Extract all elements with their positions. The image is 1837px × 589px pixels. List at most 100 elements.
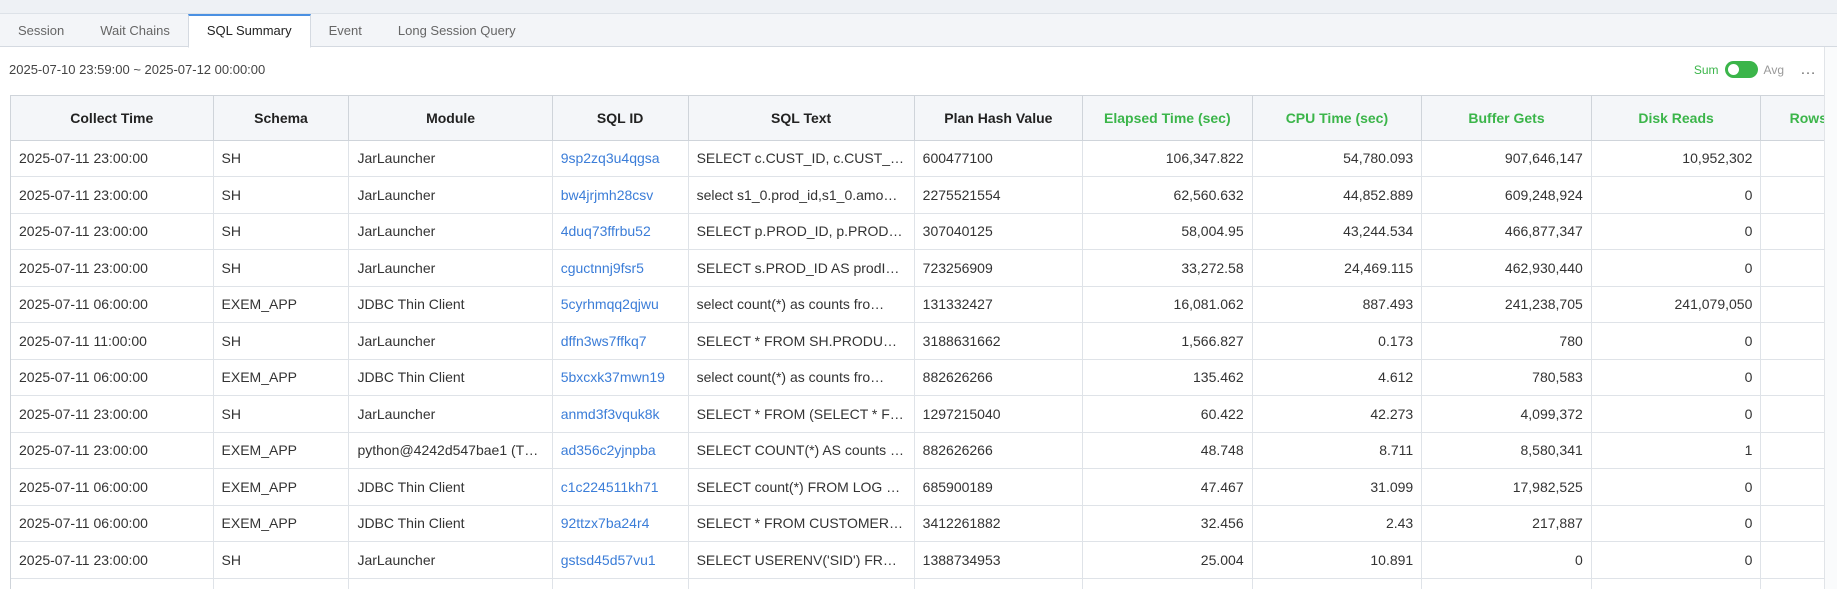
table-cell: JDBC Thin Client xyxy=(348,505,553,542)
sql-id-link[interactable]: 5cyrhmqq2qjwu xyxy=(552,286,689,323)
table-cell: SELECT USERENV('SID') FRO… xyxy=(688,541,915,579)
column-header-buffer-gets[interactable]: Buffer Gets xyxy=(1421,96,1592,141)
table-cell: 780 xyxy=(1421,322,1592,360)
column-header-rows-processed[interactable]: Rows Processed xyxy=(1760,96,1824,141)
table-cell: 54,780.093 xyxy=(1252,140,1423,177)
table-cell xyxy=(1760,322,1824,360)
table-row[interactable]: 2025-07-11 06:00:00 EXEM_APP JDBC Thin Cli… xyxy=(11,468,1824,506)
column-header-module[interactable]: Module xyxy=(348,96,553,141)
sql-id-link[interactable]: 4duq73ffrbu52 xyxy=(552,213,689,250)
table-cell: 1 xyxy=(1760,578,1824,589)
table-cell: 0 xyxy=(1591,505,1762,542)
table-cell: select count(*) as counts fro… xyxy=(688,359,915,396)
table-row[interactable]: 2025-07-11 23:00:00 SH JarLauncher 9sp2zq3u… xyxy=(11,140,1824,177)
table-cell: JarLauncher xyxy=(348,541,553,579)
tab-bar: Session Wait Chains SQL Summary Event Long S… xyxy=(0,14,1837,48)
table-cell: SELECT * FROM (SELECT * FR… xyxy=(688,395,915,433)
table-cell: 2025-07-11 06:00:00 xyxy=(11,578,214,589)
table-cell: 10.891 xyxy=(1252,541,1423,579)
table-cell: python@4242d547bae1 (T… xyxy=(348,432,553,469)
table-cell: 2025-07-11 11:00:00 xyxy=(11,322,214,360)
table-cell: 1 xyxy=(1760,249,1824,287)
table-row[interactable]: 2025-07-11 23:00:00 SH JarLauncher 4duq73ff… xyxy=(11,213,1824,250)
table-cell: SELECT COUNT(*) AS counts … xyxy=(688,432,915,469)
table-cell: 4,099,372 xyxy=(1421,395,1592,433)
column-header-collect-time[interactable]: Collect Time xyxy=(11,96,214,141)
table-row[interactable]: 2025-07-11 06:00:00EXEM_APPJarLaunchergs… xyxy=(11,578,1824,589)
table-row[interactable]: 2025-07-11 11:00:00 SH JarLauncher dffn3ws7… xyxy=(11,322,1824,360)
sum-avg-switch[interactable] xyxy=(1724,61,1758,78)
table-cell: SELECT * FROM SH.PRODUC… xyxy=(688,322,915,360)
column-header-cpu-time-sec[interactable]: CPU Time (sec) xyxy=(1252,96,1423,141)
table-row[interactable]: 2025-07-11 06:00:00 EXEM_APP JDBC Thin Cli… xyxy=(11,286,1824,323)
sql-id-link[interactable]: ad356c2yjnpba xyxy=(552,432,689,469)
table-cell: EXEM_APP xyxy=(213,578,350,589)
table-cell: 1388734953 xyxy=(914,578,1084,589)
table-cell: 42.273 xyxy=(1252,395,1423,433)
tab-event[interactable]: Event xyxy=(328,23,362,38)
table-cell: select s1_0.prod_id,s1_0.amo… xyxy=(688,176,915,214)
ellipsis-icon[interactable]: … xyxy=(1800,61,1817,78)
table-cell: JDBC Thin Client xyxy=(348,468,553,506)
table-cell: 60.422 xyxy=(1082,395,1253,433)
vertical-scrollbar[interactable] xyxy=(1824,47,1837,589)
table-cell: 0 xyxy=(1591,176,1762,214)
table-cell: 8.711 xyxy=(1252,432,1423,469)
table-cell: 2025-07-11 23:00:00 xyxy=(11,432,214,469)
column-header-disk-reads[interactable]: Disk Reads xyxy=(1591,96,1762,141)
sql-id-link[interactable]: bw4jrjmh28csv xyxy=(552,176,689,214)
column-header-sql-text[interactable]: SQL Text xyxy=(688,96,915,141)
toolbar: 2025-07-10 23:59:00 ~ 2025-07-12 00:00:0… xyxy=(0,47,1837,95)
tab-session[interactable]: Session xyxy=(18,23,65,38)
sql-id-link[interactable]: cguctnnj9fsr5 xyxy=(552,249,689,287)
column-header-schema[interactable]: Schema xyxy=(213,96,350,141)
table-cell: 609,248,924 xyxy=(1421,176,1592,214)
table-cell: SH xyxy=(213,249,350,287)
table-row[interactable]: 2025-07-11 06:00:00 EXEM_APP JDBC Thin Cli… xyxy=(11,359,1824,396)
table-cell: 58,004.95 xyxy=(1082,213,1253,250)
table-cell: 887.493 xyxy=(1252,286,1423,323)
tab-long-session-query[interactable]: Long Session Query xyxy=(397,23,516,38)
tab-wait-chains[interactable]: Wait Chains xyxy=(100,23,170,38)
table-cell: 106,347.822 xyxy=(1082,140,1253,177)
column-header-sql-id[interactable]: SQL ID xyxy=(552,96,689,141)
table-cell: 1 xyxy=(1760,213,1824,250)
sql-id-link[interactable]: gstsd45d57vu1 xyxy=(552,578,689,589)
sql-id-link[interactable]: 5bxcxk37mwn19 xyxy=(552,359,689,396)
table-cell: 1 xyxy=(1591,432,1762,469)
table-cell: 0.173 xyxy=(1252,322,1423,360)
column-header-elapsed-time-sec[interactable]: Elapsed Time (sec) xyxy=(1082,96,1253,141)
table-cell: 241,079,050 xyxy=(1591,286,1762,323)
table-cell: 135.462 xyxy=(1082,359,1253,396)
table-cell: 16,081.062 xyxy=(1082,286,1253,323)
sql-id-link[interactable]: c1c224511kh71 xyxy=(552,468,689,506)
table-cell: 307040125 xyxy=(914,213,1084,250)
table-cell: 1 xyxy=(1760,140,1824,177)
tab-sql-summary[interactable]: SQL Summary xyxy=(187,14,311,48)
sql-id-link[interactable]: gstsd45d57vu1 xyxy=(552,541,689,579)
table-cell: 0 xyxy=(1421,578,1592,589)
table-cell: 685900189 xyxy=(914,468,1084,506)
table-row[interactable]: 2025-07-11 23:00:00 SH JarLauncher anmd3f3v… xyxy=(11,395,1824,433)
table-cell: JarLauncher xyxy=(348,395,553,433)
column-header-plan-hash-value[interactable]: Plan Hash Value xyxy=(914,96,1084,141)
table-cell: SH xyxy=(213,176,350,214)
table-row[interactable]: 2025-07-11 06:00:00 EXEM_APP JDBC Thin Cli… xyxy=(11,505,1824,542)
table-cell: 780,583 xyxy=(1421,359,1592,396)
table-row[interactable]: 2025-07-11 23:00:00 SH JarLauncher gstsd45d… xyxy=(11,541,1824,579)
sql-id-link[interactable]: dffn3ws7ffkq7 xyxy=(552,322,689,360)
sql-id-link[interactable]: 9sp2zq3u4qgsa xyxy=(552,140,689,177)
table-cell: JarLauncher xyxy=(348,249,553,287)
table-row[interactable]: 2025-07-11 23:00:00 EXEM_APP python@4242d5… xyxy=(11,432,1824,469)
sql-id-link[interactable]: anmd3f3vquk8k xyxy=(552,395,689,433)
table-cell: 882626266 xyxy=(914,432,1084,469)
table-cell: EXEM_APP xyxy=(213,286,350,323)
sql-id-link[interactable]: 92ttzx7ba24r4 xyxy=(552,505,689,542)
sum-avg-toggle-group: Sum Avg xyxy=(1694,61,1784,78)
table-cell: 600477100 xyxy=(914,140,1084,177)
table-cell: 0 xyxy=(1591,249,1762,287)
table-row[interactable]: 2025-07-11 23:00:00 SH JarLauncher cguctnnj… xyxy=(11,249,1824,287)
table-cell: 10,952,302 xyxy=(1591,140,1762,177)
table-cell xyxy=(1760,505,1824,542)
table-row[interactable]: 2025-07-11 23:00:00 SH JarLauncher bw4jrjmh… xyxy=(11,176,1824,214)
